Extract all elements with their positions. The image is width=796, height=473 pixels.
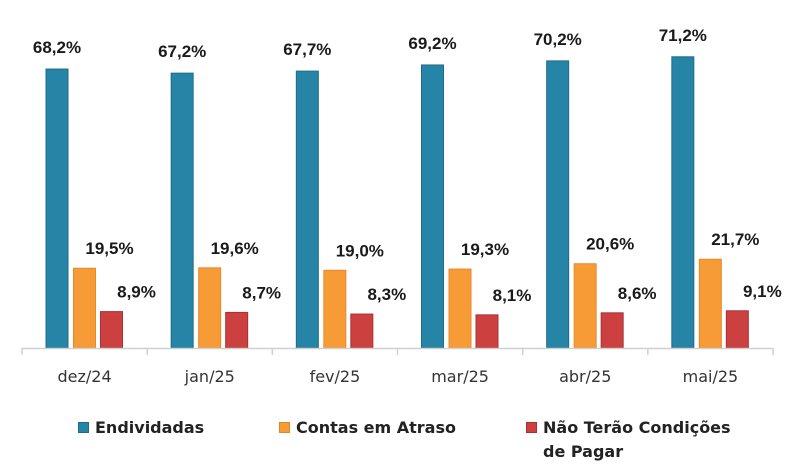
x-tick-label: mar/25 bbox=[431, 367, 489, 386]
data-label: 19,0% bbox=[336, 241, 384, 260]
x-tick-label: abr/25 bbox=[559, 367, 611, 386]
data-label: 67,7% bbox=[283, 40, 331, 59]
bar-n-o-ter-o-condi-es-de-pagar-fev-25 bbox=[350, 313, 374, 349]
legend: Endividadas Contas em Atraso Não Terão C… bbox=[0, 416, 796, 473]
data-label: 69,2% bbox=[408, 34, 456, 53]
legend-label-contas-em-atraso: Contas em Atraso bbox=[296, 418, 456, 437]
data-label: 19,5% bbox=[85, 239, 133, 258]
x-axis: dez/24 jan/25 fev/25 mar/25 abr/25 mai/25 bbox=[21, 347, 774, 386]
bar-endividadas-abr-25 bbox=[546, 60, 570, 349]
data-label: 8,6% bbox=[618, 284, 657, 303]
data-label: 8,1% bbox=[493, 286, 532, 305]
data-label: 19,3% bbox=[461, 240, 509, 259]
legend-item-nao-terao-condicoes: Não Terão Condições de Pagar bbox=[526, 416, 731, 464]
bar-contas-em-atraso-mar-25 bbox=[448, 268, 472, 349]
legend-swatch-nao-terao-condicoes bbox=[526, 422, 537, 433]
bars-layer bbox=[45, 56, 749, 349]
data-label: 67,2% bbox=[158, 42, 206, 61]
bar-endividadas-mai-25 bbox=[671, 56, 695, 349]
legend-swatch-endividadas bbox=[78, 422, 89, 433]
data-label: 70,2% bbox=[534, 30, 582, 49]
data-label: 9,1% bbox=[743, 282, 782, 301]
bar-contas-em-atraso-abr-25 bbox=[573, 263, 597, 349]
bar-contas-em-atraso-jan-25 bbox=[198, 267, 222, 349]
bar-contas-em-atraso-fev-25 bbox=[323, 269, 347, 349]
data-label: 20,6% bbox=[586, 235, 634, 254]
legend-item-endividadas: Endividadas bbox=[78, 416, 204, 440]
bar-n-o-ter-o-condi-es-de-pagar-mar-25 bbox=[475, 314, 499, 349]
bar-n-o-ter-o-condi-es-de-pagar-abr-25 bbox=[600, 312, 624, 349]
data-labels-layer: 68,2% 67,2% 67,7% 69,2% 70,2% 71,2% 19,5% 19,6%… bbox=[33, 26, 782, 305]
legend-label-nao-terao-condicoes-line1: Não Terão Condições bbox=[543, 418, 731, 437]
x-tick-label: dez/24 bbox=[58, 367, 112, 386]
legend-label-endividadas: Endividadas bbox=[95, 418, 205, 437]
bar-contas-em-atraso-dez-24 bbox=[73, 267, 96, 349]
data-label: 68,2% bbox=[33, 38, 81, 57]
legend-item-contas-em-atraso: Contas em Atraso bbox=[279, 416, 456, 440]
data-label: 71,2% bbox=[659, 26, 707, 45]
data-label: 21,7% bbox=[711, 230, 759, 249]
x-tick-label: fev/25 bbox=[310, 367, 361, 386]
bar-endividadas-jan-25 bbox=[170, 72, 194, 349]
bar-contas-em-atraso-mai-25 bbox=[698, 258, 722, 349]
data-label: 8,3% bbox=[367, 285, 406, 304]
bar-n-o-ter-o-condi-es-de-pagar-dez-24 bbox=[100, 311, 123, 349]
data-label: 19,6% bbox=[211, 239, 259, 258]
bar-n-o-ter-o-condi-es-de-pagar-jan-25 bbox=[225, 311, 249, 349]
bar-endividadas-dez-24 bbox=[45, 68, 69, 349]
data-label: 8,7% bbox=[242, 283, 281, 302]
bar-endividadas-fev-25 bbox=[295, 70, 319, 349]
bar-n-o-ter-o-condi-es-de-pagar-mai-25 bbox=[725, 310, 749, 349]
x-tick-label: jan/25 bbox=[184, 367, 235, 386]
x-tick-label: mai/25 bbox=[683, 367, 739, 386]
bar-endividadas-mar-25 bbox=[421, 64, 444, 349]
legend-swatch-contas-em-atraso bbox=[279, 422, 290, 433]
data-label: 8,9% bbox=[117, 283, 156, 302]
legend-label-nao-terao-condicoes-line2: de Pagar bbox=[543, 442, 624, 461]
